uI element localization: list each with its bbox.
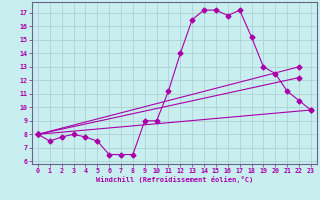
X-axis label: Windchill (Refroidissement éolien,°C): Windchill (Refroidissement éolien,°C): [96, 176, 253, 183]
